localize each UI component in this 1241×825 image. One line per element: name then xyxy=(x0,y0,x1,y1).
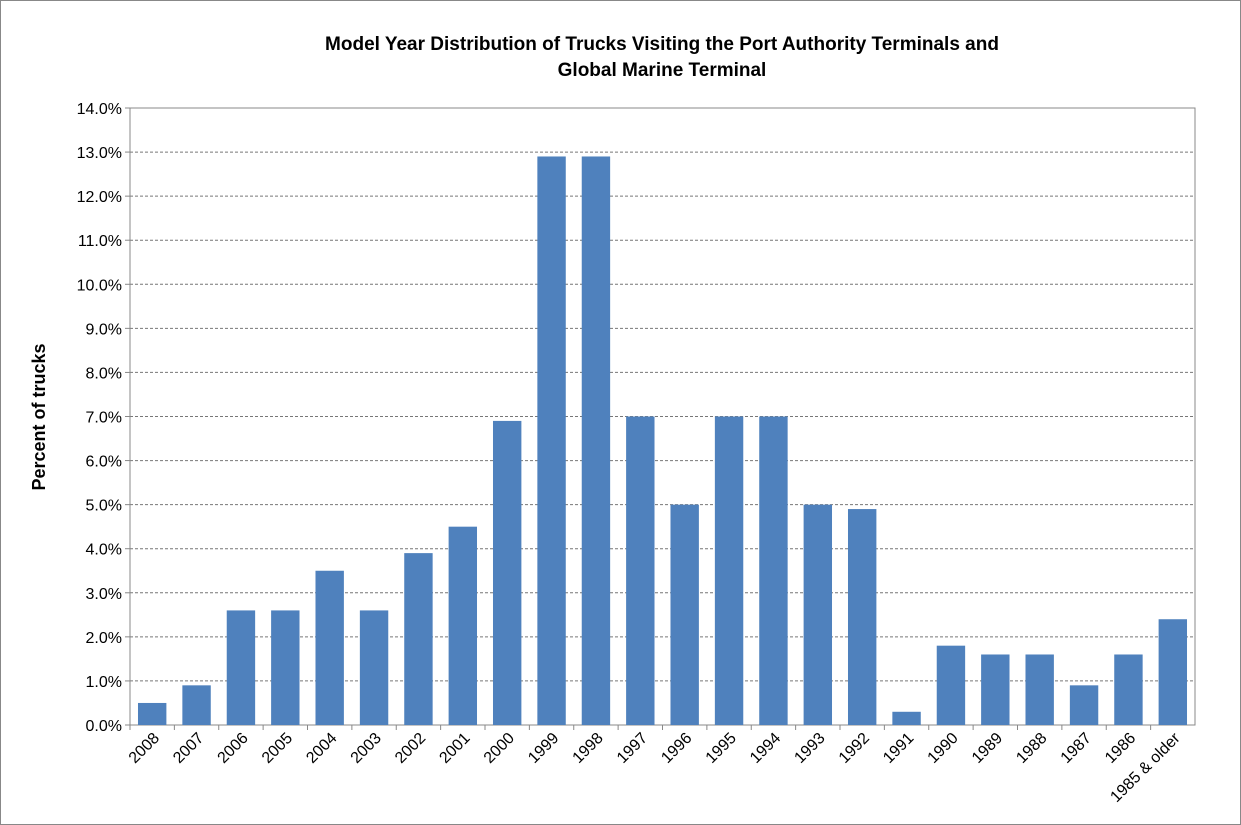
bar xyxy=(226,610,256,725)
bar xyxy=(847,509,877,725)
bar xyxy=(448,526,478,725)
bar xyxy=(670,504,699,725)
bar xyxy=(182,685,211,725)
y-tick-label: 11.0% xyxy=(78,233,122,250)
y-tick-label: 8.0% xyxy=(86,365,122,382)
bar xyxy=(803,504,833,725)
bar xyxy=(1114,654,1143,725)
bar xyxy=(936,645,966,725)
y-tick-label: 13.0% xyxy=(77,145,122,162)
y-tick-label: 1.0% xyxy=(86,674,122,691)
y-tick-label: 0.0% xyxy=(86,718,122,735)
y-tick-label: 2.0% xyxy=(86,630,122,647)
y-tick-label: 6.0% xyxy=(86,454,122,471)
bar xyxy=(759,416,788,725)
chart-title: Global Marine Terminal xyxy=(558,60,767,81)
y-tick-label: 12.0% xyxy=(77,189,122,206)
bar xyxy=(271,610,300,725)
bar xyxy=(626,416,655,725)
bar xyxy=(1025,654,1054,725)
bar xyxy=(315,570,344,725)
bar xyxy=(1158,619,1188,725)
y-tick-label: 3.0% xyxy=(86,586,122,603)
bar xyxy=(492,420,522,725)
bar xyxy=(581,156,611,725)
bar xyxy=(359,610,389,725)
bar xyxy=(892,711,921,725)
bar xyxy=(537,156,566,725)
y-tick-label: 14.0% xyxy=(77,101,122,118)
bar xyxy=(1069,685,1099,725)
bar xyxy=(714,416,744,725)
y-tick-label: 7.0% xyxy=(86,410,122,427)
y-tick-label: 9.0% xyxy=(86,321,122,338)
y-tick-label: 10.0% xyxy=(77,277,122,294)
y-axis-label: Percent of trucks xyxy=(29,343,49,490)
bar xyxy=(981,654,1010,725)
chart-title: Model Year Distribution of Trucks Visiti… xyxy=(325,34,999,55)
y-tick-label: 5.0% xyxy=(86,498,122,515)
bar xyxy=(137,702,167,725)
bar xyxy=(404,553,433,725)
y-tick-label: 4.0% xyxy=(86,542,122,559)
